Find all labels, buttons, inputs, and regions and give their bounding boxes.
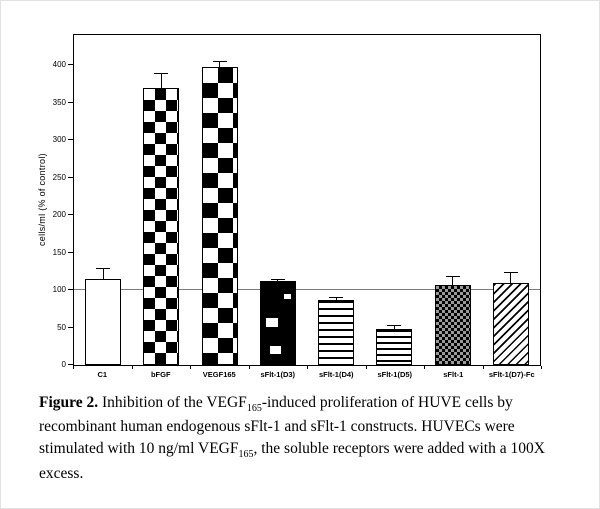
y-tick-label: 50 — [57, 322, 66, 332]
x-tick-mark — [424, 366, 425, 369]
y-axis-tick-marks — [68, 35, 73, 365]
caption-text: , the soluble receptors were added with … — [39, 440, 545, 482]
error-bar — [212, 61, 227, 68]
bar-sFlt-1(D7)-Fc — [492, 282, 529, 365]
caption-subscript: 165 — [246, 403, 262, 415]
error-bar — [387, 324, 402, 329]
bar-sFlt-1(D4) — [318, 299, 355, 365]
x-axis-tick-marks — [73, 366, 542, 370]
x-category-label: sFlt-1(D3) — [260, 370, 296, 379]
x-category-label: sFlt-1(D4) — [318, 370, 354, 379]
y-tick-mark — [68, 139, 73, 140]
x-category-label: sFlt-1 — [443, 370, 464, 379]
y-tick-label: 0 — [61, 360, 66, 369]
bar-slot — [191, 35, 249, 365]
bar-VEGF165 — [201, 67, 238, 365]
x-category-label: sFlt-1(D7)-Fc — [488, 370, 535, 379]
error-bar — [154, 72, 169, 88]
y-tick-label: 150 — [52, 247, 66, 257]
y-tick-label: 400 — [52, 60, 66, 69]
reference-line-100 — [74, 289, 540, 290]
x-tick-mark — [131, 366, 133, 369]
y-tick-label: 250 — [52, 172, 66, 182]
bar-C1 — [85, 278, 122, 365]
figure-caption: Figure 2. Inhibition of the VEGF165-indu… — [39, 392, 567, 485]
x-category-label: VEGF165 — [202, 370, 236, 379]
y-tick-label: 350 — [52, 97, 66, 107]
y-tick-label: 100 — [52, 285, 66, 294]
error-bar — [329, 296, 344, 300]
error-bar-stem — [102, 268, 104, 279]
error-bar — [445, 275, 460, 285]
bar-sFlt-1 — [434, 284, 471, 365]
error-bar-stem — [510, 273, 512, 283]
y-tick-mark — [68, 64, 73, 65]
y-tick-mark — [68, 214, 73, 215]
x-tick-mark — [482, 366, 484, 369]
x-axis-labels: C1 bFGF VEGF165 sFlt-1(D3) sFlt-1(D4) sFlt-1(… — [73, 370, 541, 379]
y-tick-label: 200 — [52, 210, 66, 219]
x-category-label: bFGF — [150, 370, 171, 379]
caption-text: Figure 2. — [39, 394, 99, 411]
error-bar-stem — [335, 297, 337, 300]
bar-slot — [132, 35, 190, 365]
y-tick-label: 300 — [52, 135, 66, 144]
x-tick-mark — [248, 366, 250, 369]
y-tick-mark — [68, 326, 73, 328]
caption-text: -induced proliferation of HUVE cells by … — [39, 394, 515, 458]
bar-sFlt-1(D5) — [376, 329, 413, 365]
y-tick-mark — [68, 176, 73, 178]
caption-text: Inhibition of the VEGF — [98, 394, 247, 411]
y-axis-tick-labels: 0 50 100 150 200 250 300 350 400 — [41, 35, 66, 369]
y-tick-mark — [68, 289, 73, 290]
caption-subscript: 165 — [238, 449, 254, 461]
bar-slot — [307, 35, 365, 365]
bar-slot — [74, 35, 132, 365]
error-bar — [96, 267, 111, 279]
bar-slot — [482, 35, 540, 365]
bar-bFGF — [143, 87, 180, 365]
error-bar — [503, 272, 518, 283]
x-tick-mark — [73, 366, 74, 369]
x-tick-mark — [190, 366, 191, 369]
x-tick-mark — [365, 366, 367, 369]
x-tick-mark — [541, 366, 542, 369]
bar-slot — [365, 35, 423, 365]
y-tick-mark — [68, 101, 73, 103]
y-tick-mark — [68, 364, 73, 365]
bar-slot — [249, 35, 307, 365]
x-category-label: C1 — [97, 370, 108, 379]
error-bar-stem — [219, 62, 221, 68]
y-tick-mark — [68, 251, 73, 253]
x-tick-mark — [307, 366, 308, 369]
bar-series — [74, 35, 540, 365]
error-bar-stem — [452, 276, 454, 285]
bar-slot — [424, 35, 482, 365]
plot-area — [73, 34, 541, 366]
bar-sFlt-1(D3) — [259, 281, 296, 365]
x-category-label: sFlt-1(D5) — [377, 370, 413, 379]
error-bar-stem — [160, 73, 162, 88]
error-bar-stem — [393, 325, 395, 329]
error-bar — [270, 278, 285, 281]
error-bar-stem — [277, 279, 279, 281]
